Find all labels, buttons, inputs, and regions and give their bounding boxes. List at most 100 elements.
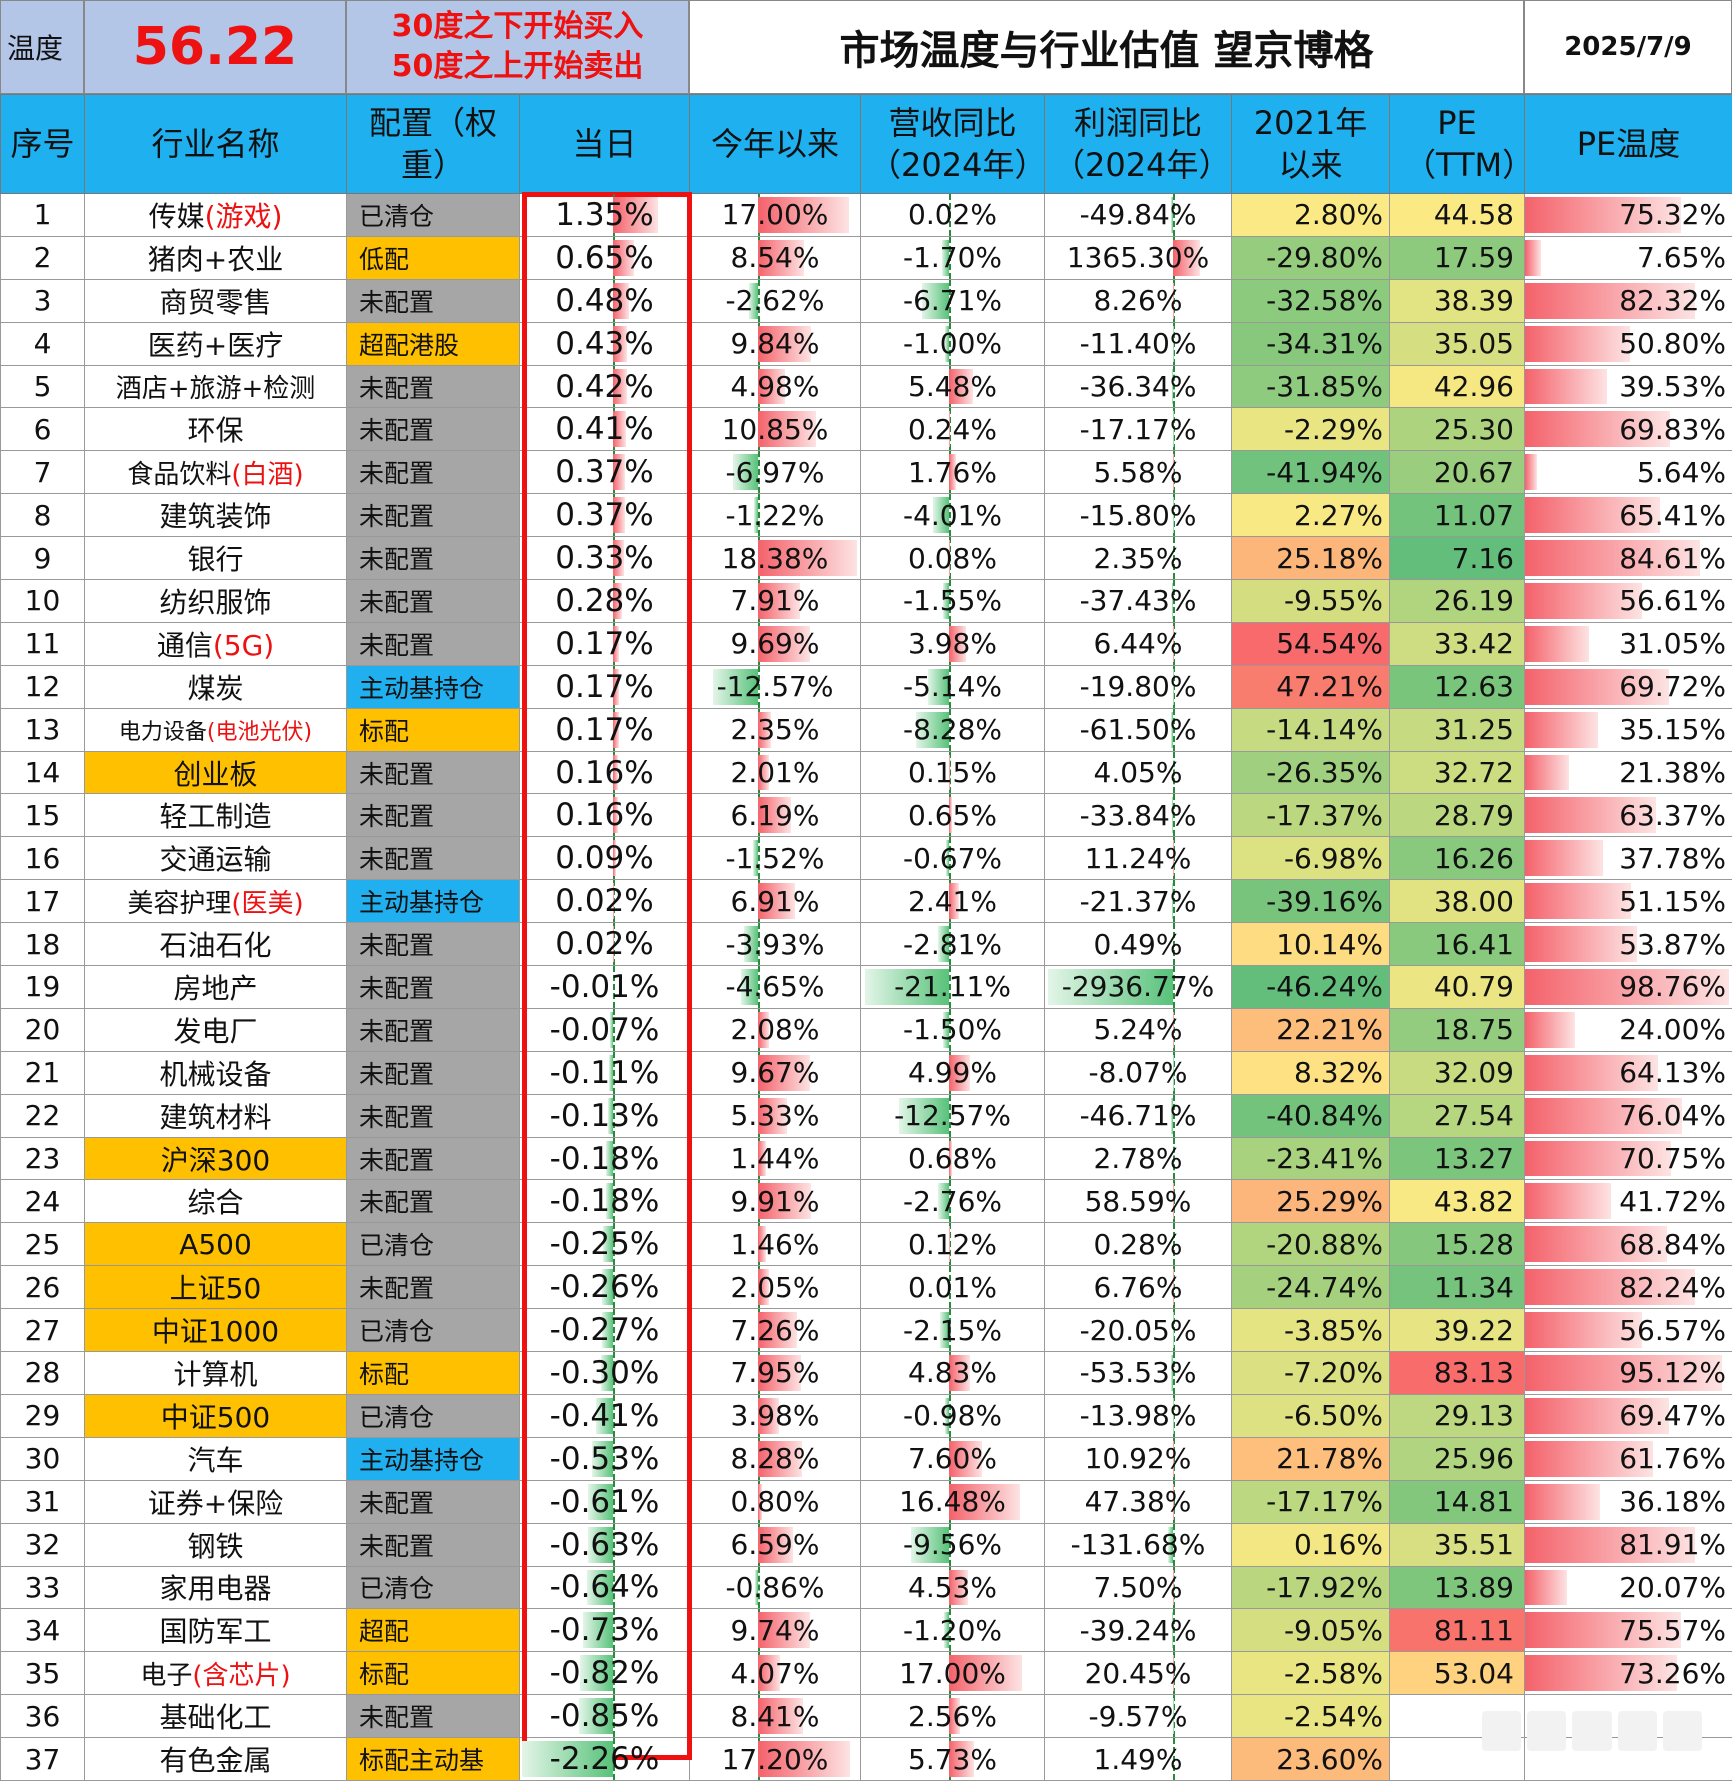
config-cell[interactable]: 未配置 [347, 794, 520, 837]
industry-name[interactable]: 电子(含芯片) [85, 1652, 347, 1695]
config-cell[interactable]: 已清仓 [347, 1223, 520, 1266]
config-cell[interactable]: 未配置 [347, 279, 520, 322]
config-cell[interactable]: 标配 [347, 1652, 520, 1695]
config-cell[interactable]: 已清仓 [347, 1566, 520, 1609]
config-cell[interactable]: 未配置 [347, 1137, 520, 1180]
industry-name[interactable]: 建筑材料 [85, 1094, 347, 1137]
industry-name[interactable]: 石油石化 [85, 923, 347, 966]
col-header-name[interactable]: 行业名称 [85, 95, 347, 194]
col-header-revenue[interactable]: 营收同比（2024年） [861, 95, 1045, 194]
config-cell[interactable]: 未配置 [347, 1480, 520, 1523]
config-cell[interactable]: 主动基持仓 [347, 665, 520, 708]
config-cell[interactable]: 未配置 [347, 1180, 520, 1223]
config-cell[interactable]: 标配 [347, 1352, 520, 1395]
industry-name[interactable]: 电力设备(电池光伏) [85, 708, 347, 751]
config-cell[interactable]: 未配置 [347, 622, 520, 665]
col-header-profit[interactable]: 利润同比（2024年） [1045, 95, 1232, 194]
industry-name[interactable]: 计算机 [85, 1352, 347, 1395]
config-cell[interactable]: 已清仓 [347, 194, 520, 237]
config-cell[interactable]: 未配置 [347, 451, 520, 494]
config-cell[interactable]: 未配置 [347, 966, 520, 1009]
industry-name[interactable]: 机械设备 [85, 1051, 347, 1094]
industry-name[interactable]: 钢铁 [85, 1523, 347, 1566]
industry-name[interactable]: 家用电器 [85, 1566, 347, 1609]
col-header-pe-temp[interactable]: PE温度 [1525, 95, 1732, 194]
config-cell[interactable]: 未配置 [347, 1695, 520, 1738]
industry-name[interactable]: 食品饮料(白酒) [85, 451, 347, 494]
industry-name[interactable]: 猪肉+农业 [85, 236, 347, 279]
industry-name[interactable]: 创业板 [85, 751, 347, 794]
col-header-ytd[interactable]: 今年以来 [690, 95, 861, 194]
industry-name[interactable]: 环保 [85, 408, 347, 451]
config-cell[interactable]: 主动基持仓 [347, 1437, 520, 1480]
config-cell[interactable]: 未配置 [347, 1266, 520, 1309]
industry-name[interactable]: 美容护理(医美) [85, 880, 347, 923]
industry-name[interactable]: 纺织服饰 [85, 580, 347, 623]
col-header-pe[interactable]: PE（TTM） [1390, 95, 1525, 194]
config-cell[interactable]: 已清仓 [347, 1309, 520, 1352]
config-cell[interactable]: 未配置 [347, 1008, 520, 1051]
config-cell[interactable]: 低配 [347, 236, 520, 279]
config-cell[interactable]: 标配 [347, 708, 520, 751]
industry-name[interactable]: 酒店+旅游+检测 [85, 365, 347, 408]
industry-name[interactable]: 证券+保险 [85, 1480, 347, 1523]
industry-name[interactable]: 煤炭 [85, 665, 347, 708]
industry-name[interactable]: 轻工制造 [85, 794, 347, 837]
config-cell[interactable]: 已清仓 [347, 1394, 520, 1437]
industry-name[interactable]: 商贸零售 [85, 279, 347, 322]
industry-name[interactable]: 上证50 [85, 1266, 347, 1309]
config-cell[interactable]: 主动基持仓 [347, 880, 520, 923]
industry-name[interactable]: 基础化工 [85, 1695, 347, 1738]
config-cell[interactable]: 未配置 [347, 494, 520, 537]
industry-name[interactable]: 房地产 [85, 966, 347, 1009]
config-cell[interactable]: 超配港股 [347, 322, 520, 365]
config-cell[interactable]: 未配置 [347, 365, 520, 408]
config-cell[interactable]: 未配置 [347, 408, 520, 451]
config-cell[interactable]: 超配 [347, 1609, 520, 1652]
industry-name[interactable]: 中证500 [85, 1394, 347, 1437]
industry-name[interactable]: 建筑装饰 [85, 494, 347, 537]
config-cell[interactable]: 未配置 [347, 1094, 520, 1137]
config-cell[interactable]: 未配置 [347, 751, 520, 794]
industry-name[interactable]: 发电厂 [85, 1008, 347, 1051]
industry-name[interactable]: 通信(5G) [85, 622, 347, 665]
config-cell[interactable]: 未配置 [347, 1523, 520, 1566]
industry-name[interactable]: 交通运输 [85, 837, 347, 880]
industry-name[interactable]: 沪深300 [85, 1137, 347, 1180]
config-cell[interactable]: 未配置 [347, 923, 520, 966]
industry-name[interactable]: 银行 [85, 537, 347, 580]
config-cell[interactable]: 未配置 [347, 1051, 520, 1094]
industry-name[interactable]: 综合 [85, 1180, 347, 1223]
config-cell[interactable]: 未配置 [347, 537, 520, 580]
col-header-since-2021[interactable]: 2021年以来 [1232, 95, 1390, 194]
industry-name[interactable]: 中证1000 [85, 1309, 347, 1352]
col-header-today[interactable]: 当日 [520, 95, 690, 194]
industry-name[interactable]: 汽车 [85, 1437, 347, 1480]
